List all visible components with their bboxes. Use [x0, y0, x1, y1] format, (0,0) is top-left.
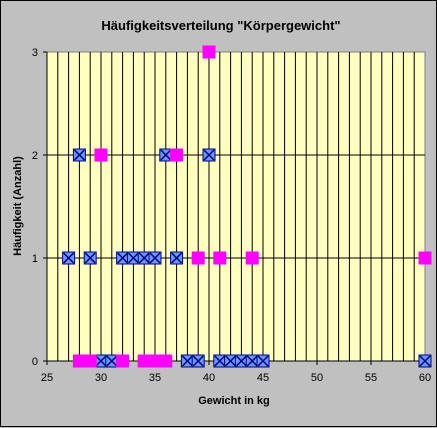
square-x-marker	[191, 354, 205, 368]
square-x-marker	[126, 251, 140, 265]
square-marker	[116, 354, 130, 368]
square-marker	[94, 148, 108, 162]
square-x-marker	[224, 354, 238, 368]
square-marker	[202, 45, 216, 59]
y-tick-label: 1	[32, 253, 38, 265]
x-gridlines	[57, 52, 415, 361]
plot-area	[46, 51, 426, 362]
y-tick-label: 0	[32, 356, 38, 368]
x-tick-label: 45	[257, 372, 269, 384]
x-axis-label: Gewicht in kg	[198, 395, 270, 407]
y-tick-label: 2	[32, 150, 38, 162]
square-marker	[72, 354, 86, 368]
square-x-marker	[137, 251, 151, 265]
square-marker	[83, 354, 97, 368]
square-x-marker	[148, 251, 162, 265]
square-x-marker	[105, 354, 119, 368]
x-tick-label: 30	[95, 372, 107, 384]
square-marker	[245, 251, 259, 265]
square-x-marker	[83, 251, 97, 265]
square-marker	[148, 354, 162, 368]
square-x-marker	[245, 354, 259, 368]
data-markers	[62, 45, 432, 368]
square-x-marker	[116, 251, 130, 265]
square-x-marker	[72, 148, 86, 162]
y-axis-label: Häufigkeit (Anzahl)	[12, 156, 24, 256]
square-x-marker	[234, 354, 248, 368]
square-marker	[418, 251, 432, 265]
square-x-marker	[213, 354, 227, 368]
square-x-marker	[418, 354, 432, 368]
square-x-marker	[94, 354, 108, 368]
square-x-marker	[180, 354, 194, 368]
square-x-marker	[159, 148, 173, 162]
square-x-marker	[62, 251, 76, 265]
square-x-marker	[170, 251, 184, 265]
square-marker	[159, 354, 173, 368]
square-marker	[170, 148, 184, 162]
square-marker	[191, 251, 205, 265]
x-tick-label: 50	[311, 372, 323, 384]
chart-title: Häufigkeitsverteilung "Körpergewicht"	[101, 18, 340, 33]
x-tick-label: 55	[365, 372, 377, 384]
x-tick-labels: 25 30 35 40 45 50 55 60	[41, 361, 431, 384]
x-tick-label: 25	[41, 372, 53, 384]
x-tick-label: 40	[203, 372, 215, 384]
square-x-marker	[256, 354, 270, 368]
y-tick-label: 3	[32, 47, 38, 59]
y-tick-labels: 0 1 2 3	[32, 47, 47, 368]
x-tick-label: 35	[149, 372, 161, 384]
x-tick-label: 60	[419, 372, 431, 384]
square-marker	[213, 251, 227, 265]
square-marker	[137, 354, 151, 368]
square-x-marker	[202, 148, 216, 162]
